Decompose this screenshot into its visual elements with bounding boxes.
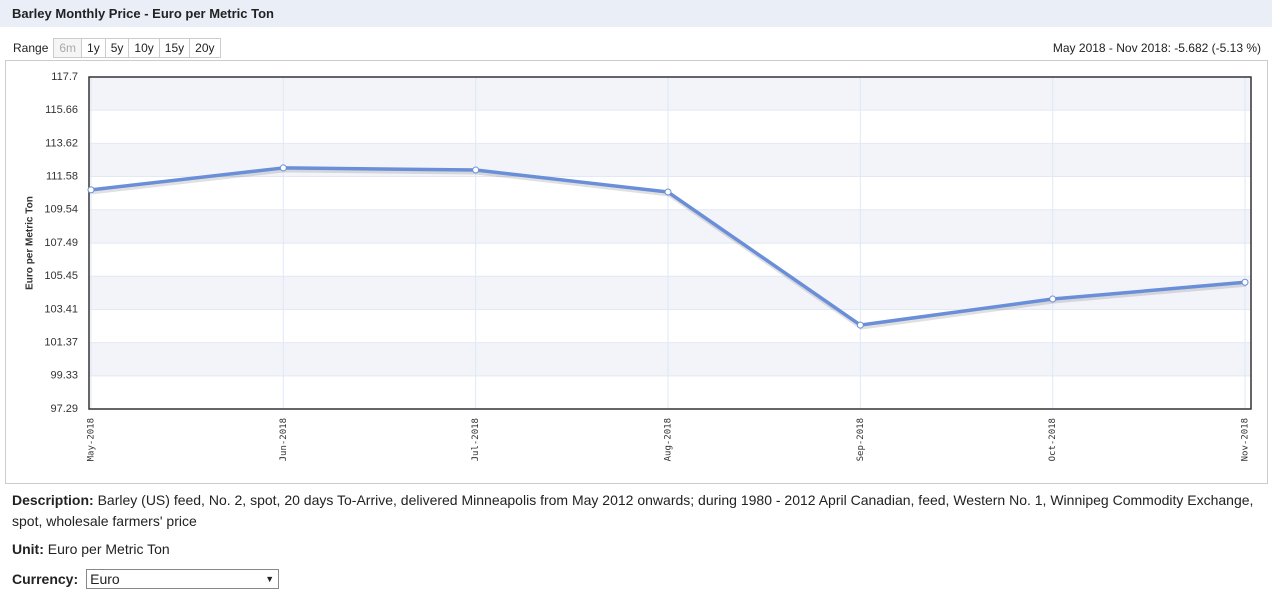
currency-label: Currency:	[12, 571, 79, 587]
range-button[interactable]: 15y	[158, 38, 191, 58]
grid-band	[89, 77, 1251, 111]
unit: Unit: Euro per Metric Ton	[12, 541, 170, 557]
y-tick-label: 107.49	[44, 237, 78, 249]
range-selector: Range 6m 1y 5y 10y 15y 20y	[13, 38, 221, 58]
y-tick-label: 105.45	[44, 270, 78, 282]
chart: Euro per Metric Ton 97.29 99.33 101.37 103.…	[5, 60, 1268, 484]
range-label: Range	[13, 41, 49, 55]
y-tick-label: 115.66	[45, 104, 78, 116]
y-tick-label: 113.62	[45, 137, 78, 149]
y-tick-label: 111.58	[46, 170, 78, 182]
marker	[1049, 295, 1057, 303]
y-tick-label: 97.29	[50, 403, 78, 415]
x-tick-label: Jun-2018	[279, 418, 289, 461]
range-button[interactable]: 10y	[128, 38, 160, 58]
plot-border	[88, 76, 1252, 410]
x-tick-label: Oct-2018	[1048, 418, 1058, 461]
header: Barley Monthly Price - Euro per Metric T…	[0, 0, 1272, 27]
marker	[1241, 278, 1249, 286]
y-tick-label: 103.41	[44, 303, 78, 315]
marker	[664, 188, 672, 196]
range-button[interactable]: 5y	[104, 38, 130, 58]
description: Description: Barley (US) feed, No. 2, sp…	[12, 490, 1262, 532]
grid-band	[89, 342, 1251, 376]
y-tick-label: 117.7	[51, 71, 78, 83]
y-tick-label: 109.54	[44, 204, 78, 216]
x-tick-label: Sep-2018	[856, 418, 866, 461]
y-axis-label: Euro per Metric Ton	[25, 196, 36, 290]
marker	[87, 186, 95, 194]
grid-band	[89, 209, 1251, 244]
x-tick-label: Jul-2018	[471, 418, 481, 461]
x-tick-label: Aug-2018	[664, 418, 674, 461]
marker	[279, 164, 287, 172]
grid-band	[89, 276, 1251, 310]
marker	[856, 321, 864, 329]
x-tick-label: May-2018	[87, 418, 97, 461]
range-button[interactable]: 20y	[189, 38, 221, 58]
chart-frame	[5, 60, 1268, 484]
title: Barley Monthly Price - Euro per Metric T…	[12, 6, 274, 21]
description-text: Barley (US) feed, No. 2, spot, 20 days T…	[12, 492, 1254, 529]
range-button[interactable]: 1y	[81, 38, 106, 58]
x-tick-label: Nov-2018	[1241, 418, 1251, 461]
y-tick-label: 101.37	[44, 337, 78, 349]
unit-text: Euro per Metric Ton	[47, 541, 170, 557]
description-label: Description:	[12, 492, 94, 508]
change-summary: May 2018 - Nov 2018: -5.682 (-5.13 %)	[1052, 41, 1261, 55]
marker	[472, 166, 480, 174]
y-tick-label: 99.33	[50, 370, 78, 382]
currency: Currency: Euro	[12, 569, 280, 589]
unit-label: Unit:	[12, 541, 44, 557]
currency-select[interactable]: Euro	[86, 569, 280, 589]
